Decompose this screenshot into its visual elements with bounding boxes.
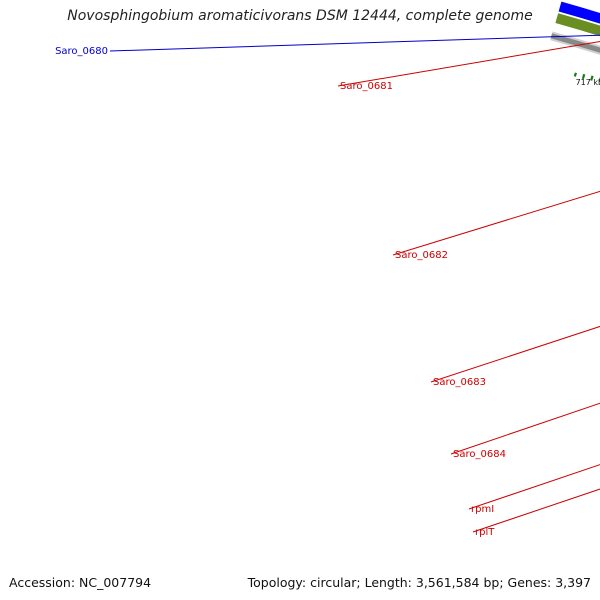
gene-label: rplT [475, 527, 495, 538]
gene-leader-line [109, 34, 600, 52]
kbp-tick-label: 717 kbp [576, 78, 600, 87]
function-box [557, 0, 600, 25]
map-title: Novosphingobium aromaticivorans DSM 1244… [67, 8, 533, 24]
gc-skew-mark [590, 75, 594, 81]
backbone-circle [550, 33, 600, 53]
gene-label: Saro_0682 [395, 250, 448, 261]
gene-label: Saro_0683 [433, 377, 486, 388]
feature-tracks [554, 0, 600, 38]
gene-leader-line [468, 464, 600, 510]
gene-label: Saro_0684 [453, 449, 506, 460]
gene-labels: Saro_0680 Saro_0681 Saro_0682 Saro_0683 Saro… [55, 34, 600, 538]
gene-label: Saro_0680 [55, 46, 108, 57]
backbone-outline [550, 31, 600, 55]
gene-label: rpmI [471, 504, 494, 515]
accession-text: Accession: NC_007794 [9, 575, 152, 590]
gene-leader-line [472, 488, 600, 533]
gene-label: Saro_0681 [340, 81, 393, 92]
kbp-axis: 717 kbp718 kbp719 kbp720 kbp721 kbp722 k… [576, 78, 600, 87]
gene-leader-line [392, 190, 600, 256]
gene-leader-line [450, 402, 600, 455]
function-box [554, 12, 600, 38]
gc-skew-mark [581, 73, 586, 80]
gene-leader-line [430, 325, 600, 383]
backbone-track [550, 31, 600, 55]
gc-skew-mark [573, 72, 577, 77]
gene-leader-line [337, 40, 600, 87]
genome-summary-text: Topology: circular; Length: 3,561,584 bp… [247, 575, 591, 590]
